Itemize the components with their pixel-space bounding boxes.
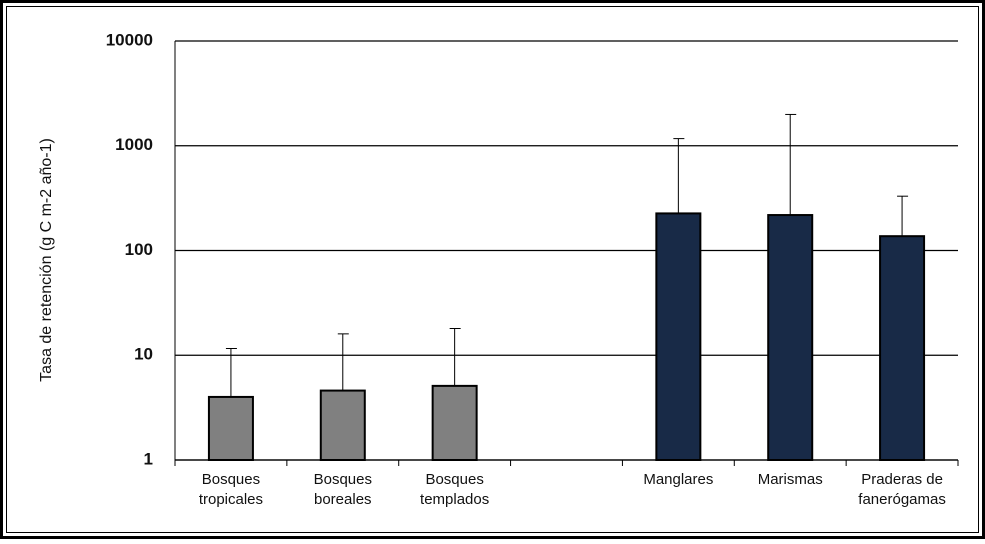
- y-axis-label: Tasa de retención (g C m-2 año-1): [38, 138, 55, 382]
- bar: [319, 389, 366, 461]
- bar: [431, 384, 478, 461]
- x-tick-label: boreales: [314, 491, 372, 508]
- x-tick-label: tropicales: [199, 491, 263, 508]
- y-tick-label: 1000: [115, 135, 153, 154]
- x-tick-label: fanerógamas: [858, 491, 946, 508]
- x-tick-label: Bosques: [425, 471, 483, 488]
- bar: [207, 395, 254, 461]
- x-tick-label: Manglares: [643, 471, 713, 488]
- x-tick-label: templados: [420, 491, 489, 508]
- x-tick-label: Marismas: [758, 471, 823, 488]
- bar: [879, 235, 926, 461]
- x-tick-label: Praderas de: [861, 471, 943, 488]
- inner-frame: [6, 6, 979, 533]
- y-tick-label: 10000: [106, 30, 153, 49]
- bar: [655, 212, 702, 461]
- x-tick-label: Bosques: [314, 471, 372, 488]
- y-tick-label: 1: [144, 449, 153, 468]
- bar: [767, 214, 814, 461]
- y-tick-label: 100: [125, 240, 153, 259]
- x-tick-label: Bosques: [202, 471, 260, 488]
- y-tick-label: 10: [134, 345, 153, 364]
